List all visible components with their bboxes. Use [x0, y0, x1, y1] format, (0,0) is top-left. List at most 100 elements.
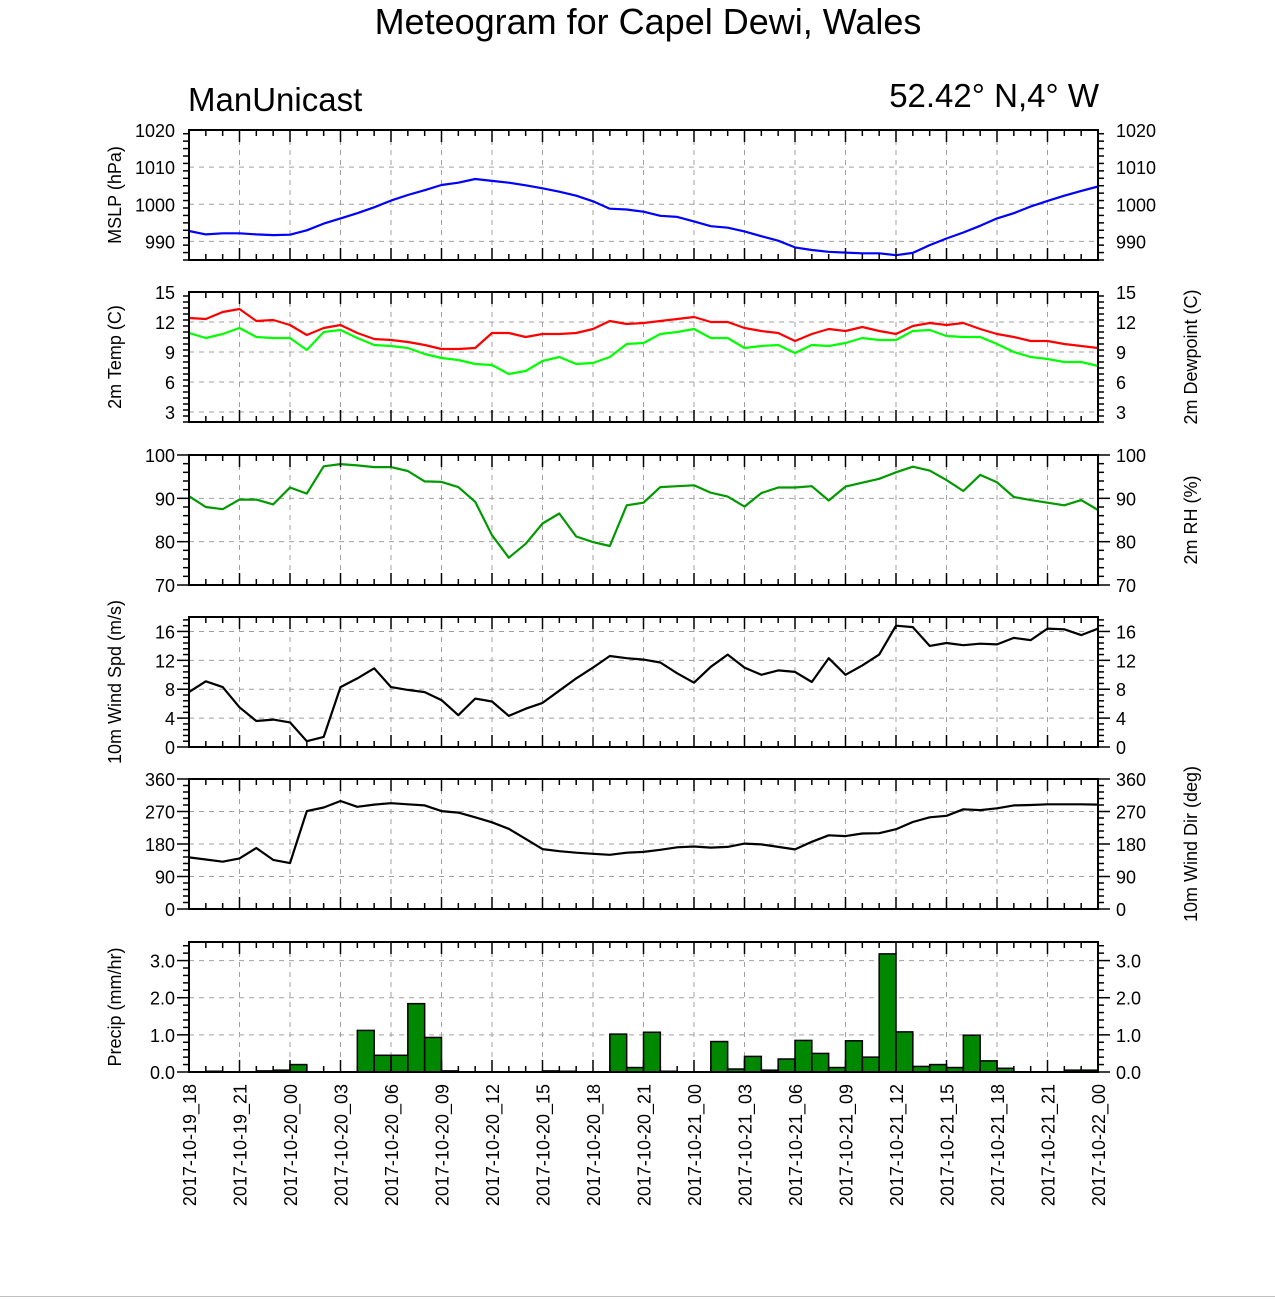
y-tick-label-right: 8: [1116, 680, 1126, 700]
wind-series-line: [188, 799, 1099, 865]
x-tick-label: 2017-10-21_15: [938, 1084, 959, 1206]
y-tick-label-right: 80: [1116, 533, 1136, 553]
x-tick-label: 2017-10-21_00: [685, 1084, 706, 1206]
y-tick-label-right: 2.0: [1116, 989, 1141, 1009]
x-tick-label: 2017-10-21_03: [736, 1084, 757, 1206]
precip-bar: [642, 1031, 662, 1073]
y-tick-label: 15: [155, 283, 175, 303]
y-tick-label-right: 6: [1116, 373, 1126, 393]
y-tick-label: 3.0: [150, 952, 175, 972]
x-tick-label: 2017-10-21_12: [887, 1084, 908, 1206]
y-tick-label: 3: [165, 403, 175, 423]
y-tick-label: 9: [165, 343, 175, 363]
temp-series-line: [188, 307, 1099, 351]
precip-bar: [373, 1054, 392, 1073]
x-tick-label: 2017-10-21_09: [837, 1084, 858, 1206]
precip-bar: [794, 1039, 813, 1073]
y-tick-label: 70: [155, 576, 175, 596]
y-tick-label-right: 70: [1116, 576, 1136, 596]
page-title: Meteogram for Capel Dewi, Wales: [374, 1, 922, 42]
y-tick-label-right: 12: [1116, 651, 1136, 671]
x-tick-label: 2017-10-19_18: [180, 1084, 201, 1206]
y-tick-label-right: 1010: [1116, 158, 1156, 178]
precip-bar: [878, 953, 897, 1073]
y-tick-label: 12: [155, 651, 175, 671]
precip-bar: [407, 1002, 426, 1073]
precip-bar: [423, 1036, 443, 1073]
precip-bar: [895, 1031, 914, 1073]
y-tick-label-right: 180: [1116, 835, 1146, 855]
y-tick-label: 90: [155, 868, 175, 888]
x-tick-label: 2017-10-19_21: [231, 1084, 252, 1206]
y-tick-label: 6: [165, 373, 175, 393]
y-tick-label-right: 100: [1116, 446, 1146, 466]
precip-bar: [710, 1040, 729, 1073]
y-axis-title: MSLP (hPa): [105, 146, 125, 244]
y-axis-title-right: 10m Wind Dir (deg): [1181, 766, 1201, 922]
y-tick-label-right: 90: [1116, 868, 1136, 888]
x-tick-label: 2017-10-20_09: [433, 1084, 454, 1206]
y-tick-label-right: 0: [1116, 738, 1126, 758]
y-tick-label: 12: [155, 313, 175, 333]
y-tick-label: 4: [165, 709, 175, 729]
wind-speed-panel: 0 0 4 4 8 8 12 12 16 16 10m Wind Spd (m/s): [105, 600, 1136, 764]
y-axis-title: Precip (mm/hr): [105, 947, 125, 1066]
precip-bar: [979, 1060, 998, 1073]
y-tick-label: 0: [165, 900, 175, 920]
x-tick-label: 2017-10-20_18: [584, 1084, 605, 1206]
precip-bar: [811, 1052, 830, 1073]
location-coordinates-label: 52.42° N,4° W: [889, 77, 1099, 114]
y-tick-label: 180: [145, 835, 175, 855]
precip-bar: [289, 1063, 308, 1073]
x-tick-label: 2017-10-22_00: [1089, 1084, 1110, 1206]
y-tick-label-right: 12: [1116, 313, 1136, 333]
x-tick-label: 2017-10-20_00: [281, 1084, 302, 1206]
precip-bar: [743, 1055, 763, 1073]
y-tick-label-right: 15: [1116, 283, 1136, 303]
y-tick-label-right: 0: [1116, 900, 1126, 920]
precip-bar: [609, 1033, 628, 1073]
precip-bar: [777, 1058, 796, 1073]
y-tick-label: 1000: [135, 195, 175, 215]
y-tick-label: 0.0: [150, 1063, 175, 1083]
dewpoint-series-line: [188, 326, 1099, 376]
y-tick-label: 990: [145, 232, 175, 252]
y-tick-label-right: 9: [1116, 343, 1126, 363]
y-tick-label: 2.0: [150, 989, 175, 1009]
x-tick-label: 2017-10-21_06: [786, 1084, 807, 1206]
precip-bar: [928, 1063, 948, 1073]
y-tick-label-right: 3: [1116, 403, 1126, 423]
precip-bar: [356, 1029, 375, 1073]
precip-bar: [861, 1056, 880, 1073]
wind-direction-panel: 0 0 90 90 180 180 270 270 360 360 10m Wind Dir (de…: [145, 766, 1201, 922]
temperature-panel: 3 3 6 6 9 9 12 12 15 15 2m Temp (C) 2m Dewpoint (C): [105, 283, 1201, 425]
y-axis-title: 2m Temp (C): [105, 305, 125, 409]
y-axis-title: 10m Wind Spd (m/s): [105, 600, 125, 764]
x-tick-label: 2017-10-21_18: [988, 1084, 1009, 1206]
y-axis-title-right: 2m RH (%): [1181, 476, 1201, 565]
x-tick-label: 2017-10-20_03: [332, 1084, 353, 1206]
x-tick-label: 2017-10-20_15: [534, 1084, 555, 1206]
y-tick-label: 1010: [135, 158, 175, 178]
page-bottom-rule: [0, 1296, 1275, 1297]
y-axis-title-right: 2m Dewpoint (C): [1181, 289, 1201, 424]
precip-bar: [390, 1054, 409, 1073]
y-tick-label-right: 90: [1116, 489, 1136, 509]
y-tick-label: 90: [155, 489, 175, 509]
wind-series-line: [188, 624, 1099, 743]
x-tick-label: 2017-10-21_21: [1039, 1084, 1060, 1206]
y-tick-label: 16: [155, 622, 175, 642]
y-tick-label-right: 360: [1116, 770, 1146, 790]
y-tick-label: 270: [145, 803, 175, 823]
y-tick-label-right: 16: [1116, 622, 1136, 642]
x-tick-label: 2017-10-20_06: [382, 1084, 403, 1206]
x-tick-label: 2017-10-20_12: [483, 1084, 504, 1206]
y-tick-label: 1.0: [150, 1026, 175, 1046]
y-tick-label-right: 1.0: [1116, 1026, 1141, 1046]
y-tick-label-right: 4: [1116, 709, 1126, 729]
y-tick-label: 80: [155, 533, 175, 553]
y-tick-label: 8: [165, 680, 175, 700]
precip-bar: [844, 1040, 864, 1073]
y-tick-label-right: 1000: [1116, 195, 1156, 215]
